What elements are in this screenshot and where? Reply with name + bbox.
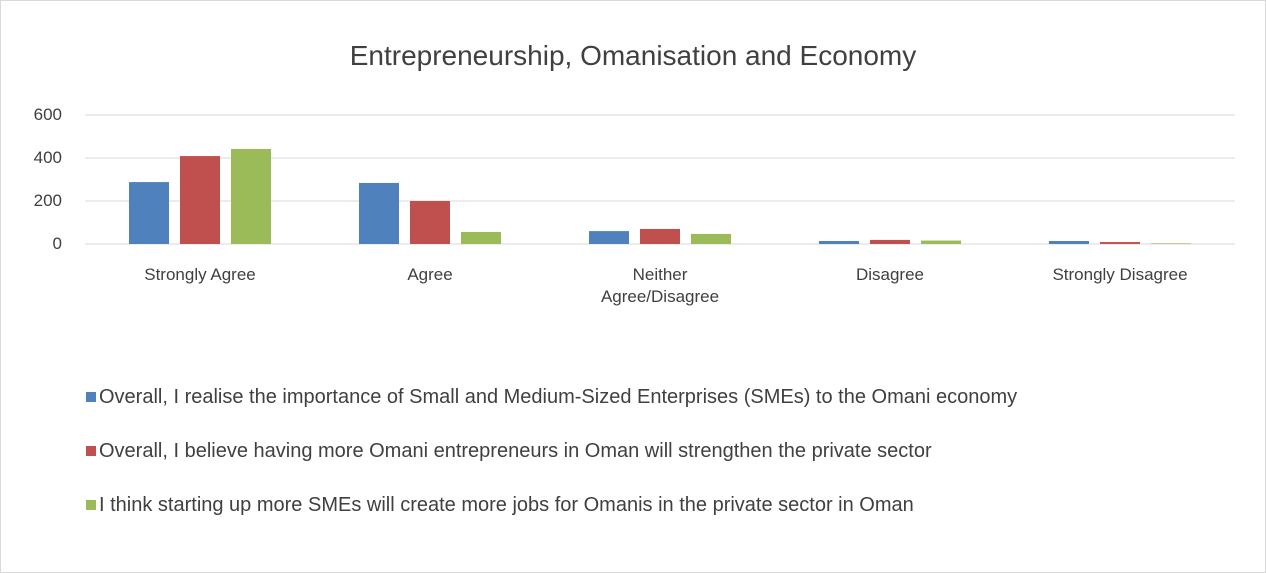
bar <box>410 201 450 244</box>
bar <box>1049 240 1089 244</box>
x-tick-label: Agree <box>407 265 453 284</box>
bar <box>1151 243 1191 244</box>
bar <box>921 240 961 244</box>
x-tick-label: Neither Agree/Disagree <box>600 265 720 306</box>
legend-swatch <box>86 392 96 402</box>
bar <box>180 156 220 244</box>
bar <box>589 231 629 244</box>
legend-item: I think starting up more SMEs will creat… <box>86 493 914 517</box>
chart-title: Entrepreneurship, Omanisation and Econom… <box>349 40 917 71</box>
y-tick-label: 0 <box>52 234 62 253</box>
y-tick-label: 600 <box>33 105 62 124</box>
bar <box>870 239 910 244</box>
legend-swatch <box>86 500 96 510</box>
y-tick-label: 200 <box>33 191 62 210</box>
bar <box>359 182 399 244</box>
legend-swatch <box>86 446 96 456</box>
legend-label: Overall, I believe having more Omani ent… <box>99 440 932 462</box>
x-tick-label: Strongly Agree <box>144 265 256 284</box>
x-tick-label: Strongly Disagree <box>1052 265 1188 284</box>
legend-item: Overall, I believe having more Omani ent… <box>86 439 932 463</box>
bar <box>231 148 271 244</box>
bar <box>691 233 731 244</box>
bar <box>819 240 859 244</box>
x-tick-label: Disagree <box>855 265 925 284</box>
bar <box>461 231 501 244</box>
legend-item: Overall, I realise the importance of Sma… <box>86 385 1017 409</box>
bar <box>640 228 680 244</box>
bar <box>1100 242 1140 244</box>
legend-label: I think starting up more SMEs will creat… <box>99 494 914 516</box>
bar <box>129 182 169 244</box>
y-tick-label: 400 <box>33 148 62 167</box>
legend-label: Overall, I realise the importance of Sma… <box>99 386 1018 408</box>
